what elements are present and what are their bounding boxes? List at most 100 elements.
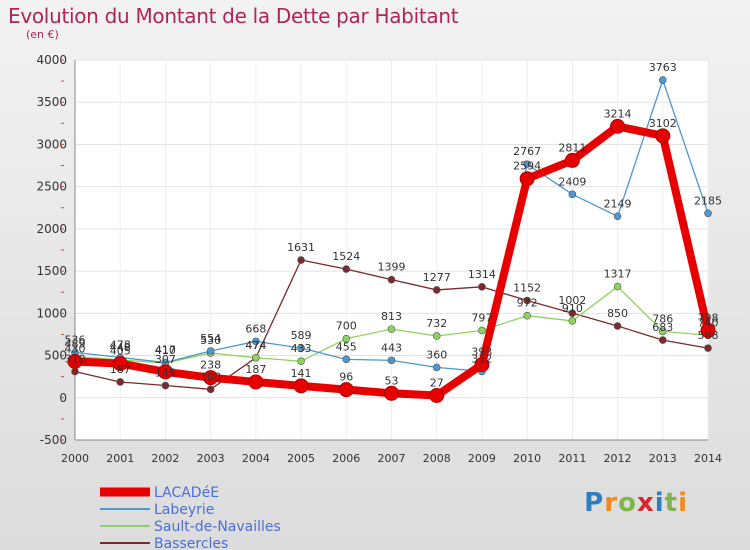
- x-tick-label: 2012: [604, 452, 632, 465]
- data-point: [342, 355, 351, 364]
- data-point: [568, 317, 577, 325]
- x-tick-label: 2003: [197, 452, 225, 465]
- data-point: [519, 171, 535, 187]
- data-point: [384, 385, 399, 401]
- data-label: 668: [245, 322, 266, 335]
- data-point: [342, 265, 351, 273]
- y-tick-label: 1500: [36, 264, 67, 278]
- data-point: [704, 344, 712, 352]
- x-tick-label: 2009: [468, 452, 496, 465]
- y-tick-label: 2000: [36, 222, 67, 236]
- data-point: [704, 209, 712, 218]
- data-label: 536: [65, 334, 86, 347]
- data-label: 1002: [558, 294, 586, 307]
- data-point: [203, 370, 219, 386]
- data-label: 910: [562, 302, 583, 315]
- data-label: 798: [698, 311, 719, 324]
- data-label: 187: [110, 363, 131, 376]
- data-point: [206, 385, 215, 394]
- data-label: 3763: [649, 61, 677, 74]
- data-label: 238: [200, 359, 221, 372]
- data-label: 405: [110, 345, 131, 358]
- data-point: [297, 344, 305, 352]
- data-point: [206, 347, 215, 355]
- data-label: 312: [471, 352, 492, 365]
- data-point: [67, 353, 83, 369]
- data-point: [248, 374, 264, 390]
- data-point: [478, 326, 486, 335]
- data-label: 141: [291, 367, 312, 380]
- data-label: 786: [652, 312, 673, 325]
- x-tick-label: 2011: [558, 452, 586, 465]
- data-point: [342, 334, 351, 343]
- data-label: 554: [200, 332, 221, 345]
- data-label: 1631: [287, 241, 315, 254]
- data-label: 589: [291, 329, 312, 342]
- chart-subtitle: (en €): [26, 28, 59, 41]
- data-point: [252, 353, 260, 362]
- data-label: 732: [426, 317, 447, 330]
- data-label: 2767: [513, 145, 541, 158]
- data-point: [432, 363, 441, 372]
- data-point: [116, 378, 125, 386]
- data-label: 850: [607, 307, 628, 320]
- data-label: 307: [155, 353, 176, 366]
- data-label: 683: [652, 321, 673, 334]
- data-label: 1524: [332, 250, 360, 263]
- y-tick-label: -500: [40, 433, 67, 447]
- x-tick-label: 2000: [61, 452, 89, 465]
- data-point: [429, 387, 445, 403]
- data-point: [523, 160, 531, 168]
- y-tick-label: 3500: [36, 95, 67, 109]
- data-point: [478, 283, 486, 291]
- y-tick-label: 500: [44, 349, 67, 363]
- data-point: [700, 322, 716, 338]
- data-point: [157, 364, 173, 380]
- data-point: [432, 332, 441, 340]
- data-point: [658, 76, 667, 84]
- data-point: [613, 212, 622, 221]
- data-point: [610, 118, 626, 134]
- y-tick-label: 2500: [36, 180, 67, 194]
- data-label: 478: [110, 338, 131, 351]
- x-tick-label: 2002: [151, 452, 179, 465]
- x-tick-label: 2008: [423, 452, 451, 465]
- data-label: 410: [155, 344, 176, 357]
- data-label: 393: [471, 346, 492, 359]
- data-label: 588: [698, 329, 719, 342]
- data-label: 530: [200, 334, 221, 347]
- data-label: 1277: [423, 271, 451, 284]
- legend-label: Sault-de-Navailles: [154, 519, 281, 535]
- data-point: [387, 356, 396, 365]
- legend-label: Bassercles: [154, 536, 228, 550]
- data-label: 1399: [378, 261, 406, 274]
- data-point: [297, 357, 305, 366]
- data-label: 443: [381, 341, 402, 354]
- data-point: [71, 367, 79, 376]
- data-label: 972: [517, 297, 538, 310]
- x-tick-label: 2013: [649, 452, 677, 465]
- data-label: 2409: [558, 175, 586, 188]
- data-point: [658, 336, 667, 344]
- y-tick-label: 4000: [36, 53, 67, 67]
- chart-title: Evolution du Montant de la Dette par Hab…: [8, 4, 459, 28]
- y-tick-label: 3000: [36, 137, 67, 151]
- data-label: 3102: [649, 117, 677, 130]
- data-label: 813: [381, 310, 402, 323]
- data-point: [474, 357, 490, 373]
- data-point: [297, 256, 305, 264]
- data-point: [338, 382, 354, 398]
- x-tick-label: 2006: [332, 452, 360, 465]
- data-label: 2594: [513, 160, 541, 173]
- data-label: 2811: [558, 141, 586, 154]
- data-point: [523, 296, 531, 305]
- data-point: [112, 356, 128, 372]
- data-point: [655, 128, 671, 144]
- data-label: 474: [245, 339, 266, 352]
- data-point: [252, 337, 260, 346]
- data-point: [564, 152, 580, 168]
- data-point: [432, 286, 441, 294]
- data-point: [293, 378, 309, 394]
- data-label: 417: [155, 344, 176, 357]
- data-point: [658, 327, 667, 336]
